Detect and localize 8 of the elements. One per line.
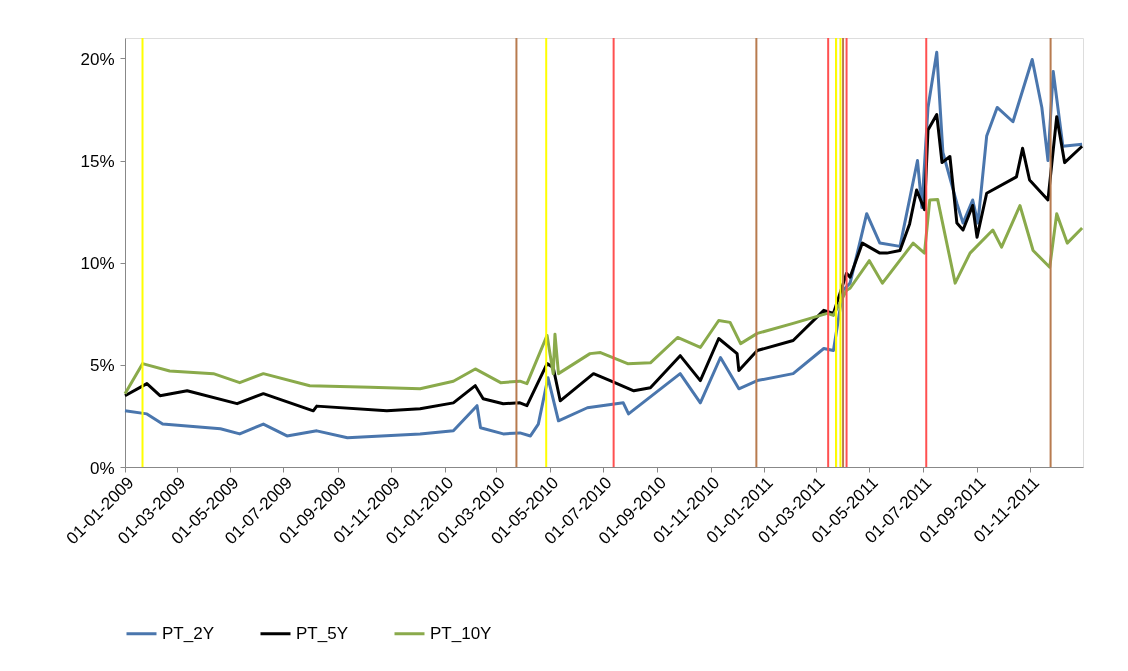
y-tick-label: 5% — [89, 356, 115, 376]
y-tick-label: 0% — [89, 458, 115, 478]
legend-label: PT_10Y — [430, 623, 492, 643]
y-tick-label: 10% — [80, 254, 115, 274]
legend-label: PT_2Y — [162, 623, 214, 643]
y-tick-label: 15% — [80, 152, 115, 172]
legend-label: PT_5Y — [296, 623, 348, 643]
y-tick-label: 20% — [80, 49, 115, 69]
